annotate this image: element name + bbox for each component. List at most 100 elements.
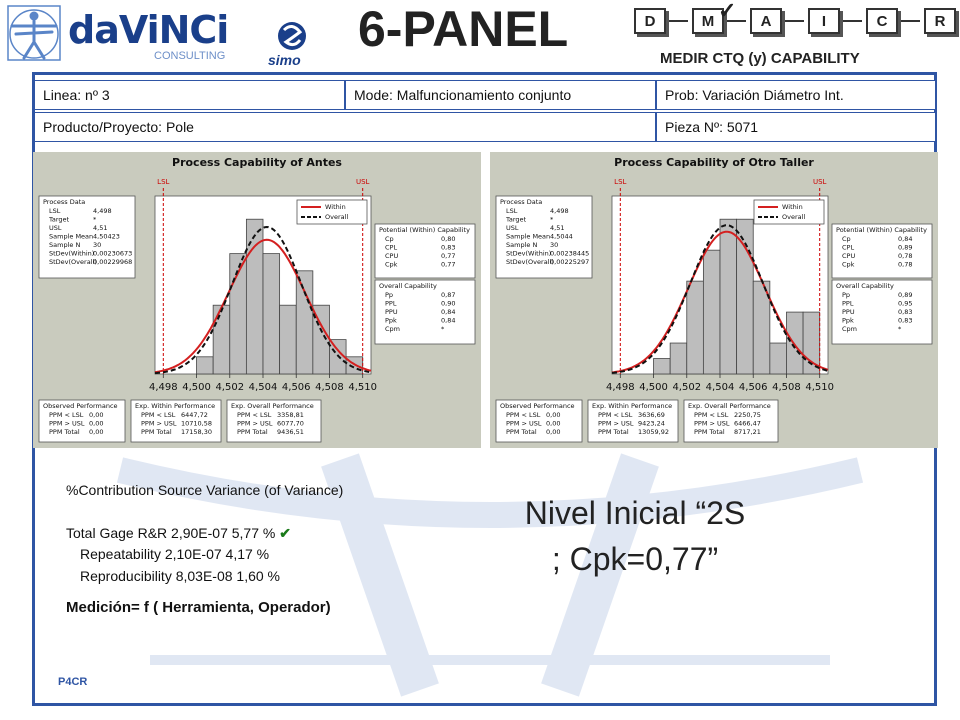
overall-capability-box-key: Cpm	[385, 325, 400, 333]
observed-performance-box-heading: Observed Performance	[43, 402, 118, 410]
headline-line-2: ; Cpk=0,77”	[551, 541, 719, 577]
exp-within-performance-box-value: 9423,24	[638, 420, 665, 428]
overall-capability-box-key: Ppk	[842, 317, 854, 325]
chart-title: Process Capability of Antes	[172, 156, 342, 169]
exp-within-performance-box-value: 10710,58	[181, 420, 212, 428]
dmaic-step-control[interactable]: C	[866, 8, 898, 34]
davinci-logo: daViNCi CONSULTING	[4, 2, 229, 66]
overall-curve	[154, 225, 372, 375]
potential-capability-box-heading: Potential (Within) Capability	[379, 226, 470, 234]
observed-performance-box-key: PPM > USL	[49, 420, 85, 428]
legend-box	[753, 199, 825, 225]
histogram-bar	[212, 304, 231, 375]
process-data-box-frame	[495, 195, 593, 279]
potential-capability-box-key: CPL	[842, 244, 854, 252]
potential-capability-box-key: Cp	[385, 235, 394, 243]
process-data-box-key: StDev(Within)	[506, 250, 551, 258]
histogram-bar	[719, 218, 738, 375]
exp-overall-performance-box-key: PPM Total	[237, 428, 268, 436]
vitruvian-man-icon	[7, 5, 61, 61]
x-tick-label: 4,506	[282, 382, 311, 393]
exp-within-performance-box-heading: Exp. Within Performance	[592, 402, 672, 410]
exp-within-performance-box-value: 6447,72	[181, 411, 208, 419]
dmaic-step-improve[interactable]: I	[808, 8, 840, 34]
lsl-label: LSL	[614, 178, 626, 186]
x-tick-label: 4,504	[249, 382, 278, 393]
exp-overall-performance-box-value: 8717,21	[734, 428, 761, 436]
exp-within-performance-box-frame	[587, 399, 679, 443]
footer-label: P4CR	[58, 676, 88, 688]
x-tick-label: 4,502	[672, 382, 701, 393]
chart-title: Process Capability of Otro Taller	[614, 156, 814, 169]
observed-performance-box-frame	[495, 399, 583, 443]
process-data-box-value: 0,00225297	[550, 258, 589, 266]
exp-overall-performance-box-key: PPM < LSL	[237, 411, 272, 419]
dmaic-step-measure[interactable]: M	[692, 8, 724, 34]
capability-chart-svg: Process Capability of Otro Taller LSL USL W…	[490, 152, 938, 448]
part-cell: Pieza Nº: 5071	[656, 112, 936, 142]
exp-overall-performance-box-frame	[226, 399, 322, 443]
observed-performance-box-key: PPM Total	[49, 428, 80, 436]
overall-capability-box-value: *	[441, 325, 445, 333]
total-gage-rr: Total Gage R&R 2,90E-07 5,77 %	[66, 524, 276, 541]
legend-overall-label: Overall	[325, 213, 348, 221]
dmaic-roadmap: D M A I C R ✓	[632, 0, 956, 40]
phase-label: MEDIR CTQ (y) CAPABILITY	[660, 50, 860, 67]
x-tick-label: 4,510	[348, 382, 377, 393]
mode-cell: Mode: Malfuncionamiento conjunto	[345, 80, 656, 110]
product-cell: Producto/Proyecto: Pole	[34, 112, 656, 142]
overall-capability-box-key: PPU	[385, 308, 398, 316]
overall-capability-box-key: Pp	[385, 291, 393, 299]
process-data-box-key: Sample N	[49, 241, 80, 249]
logo-brand: daViNCi	[68, 8, 229, 52]
process-data-box-key: USL	[506, 224, 519, 232]
process-data-box-value: 4,498	[550, 207, 569, 215]
observed-performance-box-key: PPM Total	[506, 428, 537, 436]
process-data-box-key: Target	[505, 216, 527, 224]
capability-chart-otro-taller: Process Capability of Otro Taller LSL USL W…	[490, 152, 938, 448]
process-data-box-value: 4,50423	[93, 233, 120, 241]
potential-capability-box-key: CPU	[385, 252, 398, 260]
active-step-check-icon: ✓	[718, 0, 737, 23]
potential-capability-box-frame	[374, 223, 476, 279]
simo-logo: simo	[262, 12, 322, 72]
dmaic-step-replicate[interactable]: R	[924, 8, 956, 34]
legend-within-label: Within	[782, 203, 803, 211]
potential-capability-box-value: 0,84	[898, 235, 912, 243]
overall-capability-box-value: 0,83	[898, 308, 912, 316]
simo-logo-icon	[278, 22, 306, 50]
usl-label: USL	[356, 178, 370, 186]
x-tick-label: 4,498	[149, 382, 178, 393]
dmaic-step-analyze[interactable]: A	[750, 8, 782, 34]
process-data-box-value: 30	[550, 241, 558, 249]
vitruvian-watermark-icon	[116, 453, 864, 697]
legend-within-label: Within	[325, 203, 346, 211]
histogram-bar	[769, 342, 787, 375]
legend-box	[296, 199, 368, 225]
exp-within-performance-box-value: 17158,30	[181, 428, 212, 436]
exp-within-performance-box-key: PPM Total	[598, 428, 629, 436]
exp-overall-performance-box-key: PPM Total	[694, 428, 725, 436]
info-table: Linea: nº 3 Mode: Malfuncionamiento conj…	[34, 80, 936, 144]
observed-performance-box-value: 0,00	[546, 420, 560, 428]
overall-capability-box-key: Pp	[842, 291, 850, 299]
x-tick-label: 4,498	[606, 382, 635, 393]
lsl-label: LSL	[157, 178, 169, 186]
observed-performance-box-value: 0,00	[89, 428, 103, 436]
exp-overall-performance-box-frame	[683, 399, 779, 443]
capability-chart-antes: Process Capability of Antes LSL USL Within O…	[33, 152, 481, 448]
overall-capability-box-key: PPL	[842, 300, 854, 308]
process-data-box-value: *	[93, 216, 97, 224]
histogram-bar	[262, 253, 281, 375]
process-data-box-value: 4,51	[550, 224, 564, 232]
exp-overall-performance-box-value: 6077,70	[277, 420, 304, 428]
exp-overall-performance-box-value: 2250,75	[734, 411, 761, 419]
overall-capability-box-value: 0,84	[441, 308, 455, 316]
dmaic-step-define[interactable]: D	[634, 8, 666, 34]
capability-chart-svg: Process Capability of Antes LSL USL Within O…	[33, 152, 481, 448]
headline-line-1: Nivel Inicial “2S	[524, 495, 746, 531]
